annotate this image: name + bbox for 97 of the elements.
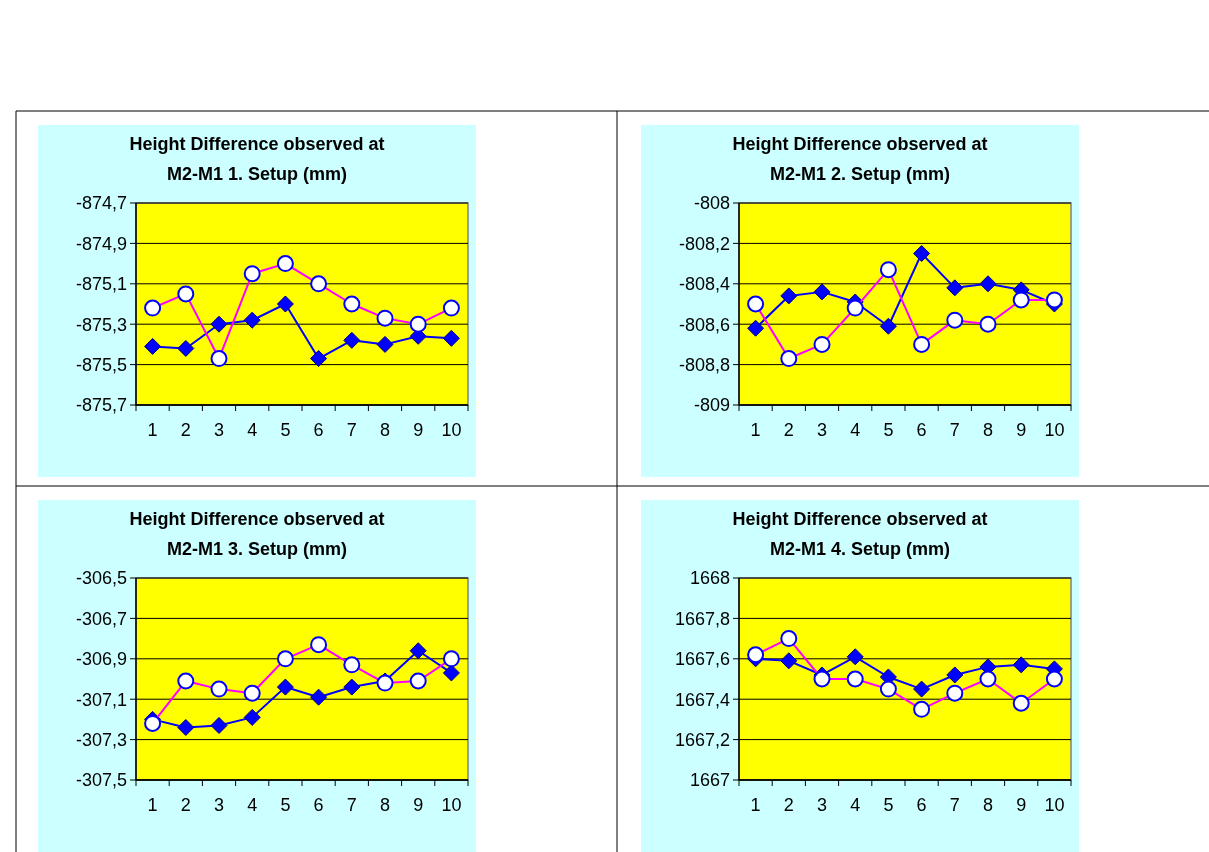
x-tick-label: 5 (883, 795, 894, 815)
y-tick-label: 1667,4 (674, 689, 730, 710)
x-tick-label: 2 (180, 420, 191, 440)
x-tick-label: 3 (213, 795, 225, 815)
x-tick-label: 9 (413, 420, 424, 440)
point (210, 716, 228, 734)
chart-title: Height Difference observed at M2-M1 1. Setup (mm) (129, 134, 385, 184)
y-tick-label: 1667,2 (674, 729, 730, 750)
x-tick-label: 5 (883, 420, 894, 440)
y-tick-label: -808,4 (678, 274, 730, 295)
x-tick-label: 1 (750, 420, 761, 440)
y-tick-label: -875,5 (75, 354, 127, 375)
y-tick-label: -808 (693, 193, 730, 214)
x-tick-label: 9 (1016, 795, 1027, 815)
point (177, 718, 195, 736)
point (747, 319, 765, 337)
point (780, 287, 798, 305)
x-tick-label: 7 (346, 795, 357, 815)
point (276, 295, 294, 313)
y-tick-label: -875,7 (75, 395, 127, 416)
point (343, 331, 361, 349)
point (946, 279, 964, 297)
x-tick-label: 3 (816, 420, 828, 440)
y-tick-label: -307,1 (75, 689, 127, 710)
y-tick-label: 1667,6 (674, 649, 730, 670)
x-tick-label: 9 (1016, 420, 1027, 440)
x-tick-label: 2 (783, 795, 794, 815)
x-tick-label: 8 (982, 795, 994, 815)
x-tick-label: 4 (247, 420, 258, 440)
chart-title: Height Difference observed at M2-M1 4. Setup (mm) (732, 509, 988, 559)
point (210, 315, 228, 333)
x-tick-label: 6 (313, 420, 324, 440)
x-tick-label: 10 (441, 420, 462, 440)
x-tick-label: 5 (280, 795, 291, 815)
point (442, 664, 460, 682)
point (177, 339, 195, 357)
point (276, 678, 294, 696)
y-tick-label: -307,3 (75, 729, 127, 750)
x-tick-label: 8 (982, 420, 994, 440)
x-tick-label: 10 (1044, 795, 1065, 815)
y-tick-label: -809 (693, 395, 730, 416)
point (780, 652, 798, 670)
point (946, 666, 964, 684)
point (376, 335, 394, 353)
y-tick-label: -306,5 (75, 568, 127, 589)
point (813, 283, 831, 301)
y-tick-label: 1667,8 (674, 608, 730, 629)
point (243, 311, 261, 329)
x-tick-label: 10 (441, 795, 462, 815)
point (243, 708, 261, 726)
x-tick-label: 6 (313, 795, 324, 815)
y-tick-label: 1667 (689, 770, 730, 791)
y-tick-label: 1668 (689, 568, 730, 589)
x-tick-label: 7 (346, 420, 357, 440)
y-tick-label: -808,2 (678, 233, 730, 254)
point (310, 688, 328, 706)
x-tick-label: 6 (916, 420, 927, 440)
y-tick-label: -808,8 (678, 354, 730, 375)
point (144, 337, 162, 355)
x-tick-label: 9 (413, 795, 424, 815)
point (343, 678, 361, 696)
x-tick-label: 4 (247, 795, 258, 815)
x-tick-label: 5 (280, 420, 291, 440)
x-tick-label: 8 (379, 795, 391, 815)
y-tick-label: -306,9 (75, 649, 127, 670)
x-tick-label: 10 (1044, 420, 1065, 440)
x-tick-label: 4 (850, 795, 861, 815)
point (409, 642, 427, 660)
x-tick-label: 1 (147, 420, 158, 440)
chart-title: Height Difference observed at M2-M1 3. Setup (mm) (129, 509, 385, 559)
x-tick-label: 3 (213, 420, 225, 440)
point (979, 275, 997, 293)
y-tick-label: -875,3 (75, 314, 127, 335)
y-tick-label: -874,7 (75, 193, 127, 214)
x-tick-label: 4 (850, 420, 861, 440)
x-tick-label: 1 (147, 795, 158, 815)
point (310, 350, 328, 368)
y-tick-label: -306,7 (75, 608, 127, 629)
x-tick-label: 8 (379, 420, 391, 440)
point (913, 680, 931, 698)
y-tick-label: -875,1 (75, 274, 127, 295)
x-tick-label: 1 (750, 795, 761, 815)
point (1012, 656, 1030, 674)
point (879, 317, 897, 335)
x-tick-label: 2 (180, 795, 191, 815)
x-tick-label: 3 (816, 795, 828, 815)
point (913, 245, 931, 262)
point (442, 329, 460, 347)
x-tick-label: 2 (783, 420, 794, 440)
y-tick-label: -874,9 (75, 233, 127, 254)
point (846, 648, 864, 666)
x-tick-label: 6 (916, 795, 927, 815)
x-tick-label: 7 (949, 420, 960, 440)
y-tick-label: -307,5 (75, 770, 127, 791)
chart-title: Height Difference observed at M2-M1 2. Setup (mm) (732, 134, 988, 184)
y-tick-label: -808,6 (678, 314, 730, 335)
x-tick-label: 7 (949, 795, 960, 815)
